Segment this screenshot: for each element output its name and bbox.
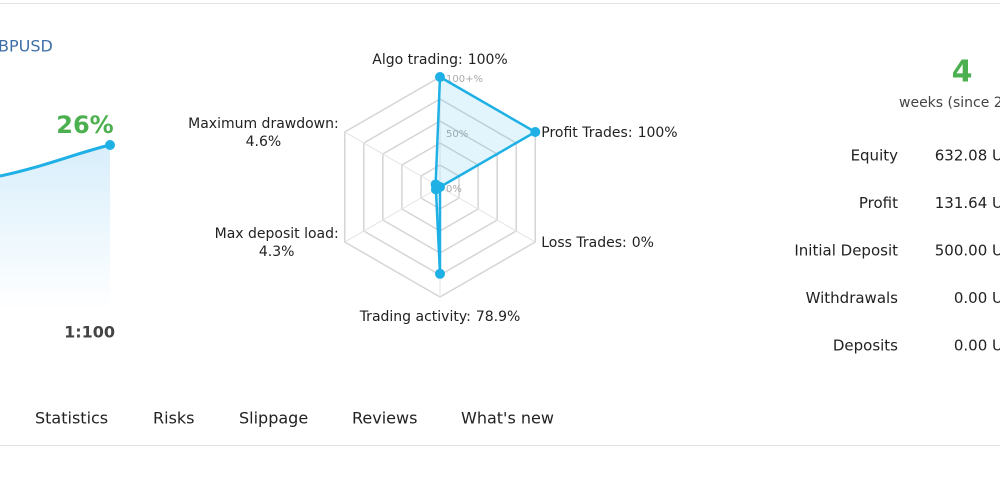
radar-label: Loss Trades: 0% [541,235,654,251]
radar-label: Trading activity: 78.9% [359,309,521,325]
growth-point [105,140,115,150]
stat-value: 0.00 U [954,337,1000,355]
stat-label: Equity [851,147,899,165]
radar-axis-value: 78.9% [476,309,520,325]
radar-area [434,74,538,274]
radar-axis-name: Trading activity: [359,309,471,325]
stat-label: Deposits [833,337,898,355]
tab[interactable]: What's new [461,409,554,428]
stat-value: 0.00 U [954,289,1000,307]
radar-point [435,72,445,82]
weeks: 4 [952,55,973,90]
radar-label: Profit Trades: 100% [541,125,677,141]
growth-line [0,143,111,178]
weeks-label: weeks (since 20 [899,95,1000,111]
stat-label: Withdrawals [806,289,899,307]
radar-axis-name: Maximum drawdown: [188,116,339,132]
leverage: 1:100 [64,323,115,342]
radar-point [435,268,445,279]
radar-point [530,127,541,137]
radar-spoke [344,186,441,243]
symbol: BPUSD [0,37,53,56]
radar-axis-value: 4.3% [259,244,295,260]
radar-spoke [439,186,536,243]
radar-axis-name: Loss Trades: [541,235,627,251]
radar-spoke [344,131,441,188]
stat-label: Initial Deposit [794,242,898,260]
stat-value: 632.08 U [935,147,1000,165]
tab[interactable]: Reviews [352,409,417,428]
tab[interactable]: Risks [153,409,195,428]
radar-axis-name: Max deposit load: [215,226,339,242]
radar-point [430,179,441,190]
radar-label: Algo trading: 100% [372,52,507,68]
radar-axis-value: 0% [632,235,654,251]
radar-axis-name: Algo trading: [372,52,462,68]
radar-tick-label: 50% [446,129,468,140]
tab[interactable]: Slippage [239,409,308,428]
growth-value: 26% [56,111,113,139]
radar-axis-value: 100% [468,52,508,68]
stat-label: Profit [859,194,898,212]
radar-tick-label: 0% [446,184,462,195]
tab[interactable]: Statistics [35,409,108,428]
growth-area [0,145,110,310]
radar-axis-value: 4.6% [246,134,282,150]
stat-value: 131.64 U [935,194,1000,212]
radar-axis-value: 100% [638,125,678,141]
radar-tick-label: 100+% [446,74,483,85]
radar-chart: 100+%50%0%Algo trading:100%Profit Trades… [188,52,677,325]
radar-axis-name: Profit Trades: [541,125,632,141]
stat-value: 500.00 U [935,242,1000,260]
